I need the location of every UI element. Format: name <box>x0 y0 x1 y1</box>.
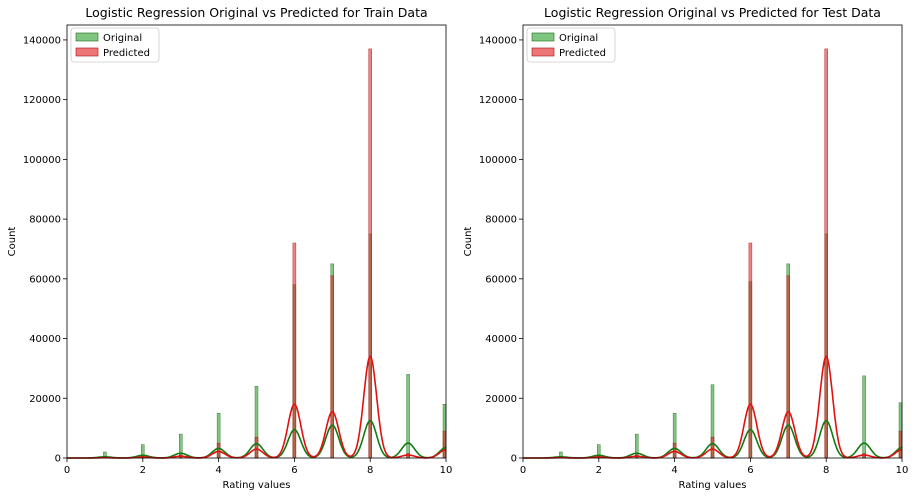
chart-1-title: Logistic Regression Original vs Predicte… <box>544 5 881 20</box>
chart-0-plot-frame <box>66 24 447 459</box>
chart-0-predicted-bar-4 <box>216 442 221 459</box>
chart-1-ytick-label: 140000 <box>479 35 517 46</box>
chart-0-predicted-bar-6 <box>292 242 297 459</box>
chart-0-xtick-label: 6 <box>291 465 297 476</box>
chart-1-predicted-bar-7 <box>786 275 790 459</box>
chart-1-predicted-bar-10 <box>898 430 903 459</box>
chart-0-series-original-bars <box>103 233 447 459</box>
chart-1-series-original-bars <box>559 233 903 459</box>
chart-1-legend-swatch-predicted <box>531 47 555 57</box>
test-data-chart: 0 20000 40000 60000 80000 100000 120000 140000 0… <box>463 5 908 491</box>
chart-0-ytick-label: 140000 <box>23 35 61 46</box>
chart-1-predicted-bar-6 <box>748 242 753 459</box>
chart-0-ytick-label: 0 <box>55 454 61 465</box>
chart-0-xtick-label: 4 <box>215 465 221 476</box>
chart-0-predicted-bar-7 <box>330 275 334 459</box>
chart-0-legend: Original Predicted <box>70 27 160 63</box>
chart-0-xtick-label: 8 <box>367 465 373 476</box>
chart-0-ytick-label: 100000 <box>23 155 61 166</box>
chart-1-ytick-label: 80000 <box>485 215 517 226</box>
chart-1-legend-swatch-original <box>531 32 555 42</box>
chart-0-legend-swatch-original <box>75 32 99 42</box>
train-data-chart: 0 20000 40000 60000 80000 100000 120000 140000 0… <box>7 5 452 491</box>
chart-1-xtick-label: 0 <box>520 465 526 476</box>
chart-1-series-predicted-bars <box>559 48 903 459</box>
chart-1-xtick-label: 2 <box>596 465 602 476</box>
chart-1-xlabel: Rating values <box>679 480 747 491</box>
chart-0-original-bar-3 <box>178 433 183 459</box>
chart-0-predicted-bar-8 <box>368 48 372 459</box>
chart-0-ytick-label: 120000 <box>23 95 61 106</box>
chart-1-xtick-label: 6 <box>747 465 753 476</box>
chart-1-plot-frame <box>522 24 903 459</box>
chart-1-ytick-label: 60000 <box>485 274 517 285</box>
chart-1-ytick-label: 100000 <box>479 155 517 166</box>
chart-0-series-predicted-bars <box>103 48 447 459</box>
chart-1-ytick-label: 0 <box>511 454 517 465</box>
chart-0-predicted-bar-10 <box>442 430 447 459</box>
chart-1-xtick-label: 10 <box>896 465 909 476</box>
chart-1-legend: Original Predicted <box>526 27 616 63</box>
chart-0-ytick-label: 20000 <box>29 394 61 405</box>
chart-0-xtick-label: 0 <box>64 465 70 476</box>
chart-0-ytick-label: 80000 <box>29 215 61 226</box>
chart-0-title: Logistic Regression Original vs Predicte… <box>85 5 427 20</box>
chart-1-original-bar-3 <box>635 433 639 459</box>
chart-1-ylabel: Count <box>463 227 474 257</box>
chart-1-predicted-bar-4 <box>672 442 677 459</box>
chart-1-ytick-label: 120000 <box>479 95 517 106</box>
chart-0-ytick-label: 60000 <box>29 274 61 285</box>
chart-0-xtick-label: 2 <box>140 465 146 476</box>
chart-1-legend-label-original: Original <box>559 33 598 44</box>
chart-1-ytick-label: 20000 <box>485 394 517 405</box>
chart-0-predicted-bar-5 <box>254 436 259 459</box>
chart-1-xtick-label: 4 <box>671 465 677 476</box>
chart-1-ytick-label: 40000 <box>485 334 517 345</box>
chart-1-predicted-bar-8 <box>824 48 828 459</box>
chart-0-legend-label-original: Original <box>103 33 142 44</box>
chart-0-legend-label-predicted: Predicted <box>103 48 150 59</box>
chart-0-ytick-label: 40000 <box>29 334 61 345</box>
chart-1-legend-label-predicted: Predicted <box>559 48 606 59</box>
chart-1-original-bar-9 <box>862 375 866 459</box>
chart-0-legend-swatch-predicted <box>75 47 99 57</box>
chart-1-predicted-bar-5 <box>710 436 715 459</box>
chart-0-ylabel: Count <box>7 227 18 257</box>
chart-0-xtick-label: 10 <box>440 465 453 476</box>
chart-0-original-bar-9 <box>406 374 410 459</box>
chart-1-xtick-label: 8 <box>823 465 829 476</box>
chart-0-xlabel: Rating values <box>223 480 291 491</box>
